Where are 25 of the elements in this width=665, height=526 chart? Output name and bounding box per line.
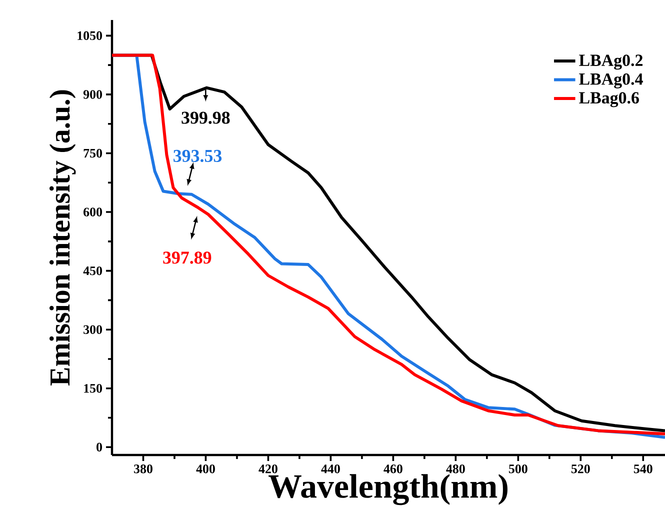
x-tick-label: 480 [446, 464, 465, 474]
x-tick-label: 500 [508, 464, 528, 474]
y-tick-label: 750 [84, 148, 102, 158]
y-tick-label: 0 [96, 442, 102, 452]
y-tick-label: 300 [84, 325, 102, 334]
y-tick-label: 600 [84, 208, 102, 216]
y-tick-label: 150 [84, 384, 102, 393]
legend-label: LBAg0.4 [579, 73, 643, 88]
legend-label: LBag0.6 [579, 92, 639, 108]
y-tick-label: 450 [83, 266, 102, 276]
annotation: 397.89 [163, 252, 212, 264]
x-tick-label: 440 [321, 464, 340, 474]
annotation: 399.98 [182, 112, 230, 124]
y-tick-label: 900 [83, 90, 102, 99]
annotation: 393.53 [174, 150, 222, 162]
y-tick-label: 1050 [78, 31, 102, 40]
x-tick-label: 460 [384, 464, 402, 474]
x-tick-label: 420 [258, 464, 278, 474]
legend-label: LBAg0.2 [579, 54, 642, 70]
y-axis-title: Emission intensity (a.u.) [49, 90, 76, 386]
x-tick-label: 380 [134, 464, 152, 474]
x-tick-label: 400 [196, 464, 215, 474]
x-tick-label: 520 [571, 464, 590, 474]
x-tick-label: 540 [634, 464, 652, 474]
x-axis-title: Wavelength(nm) [268, 474, 508, 506]
